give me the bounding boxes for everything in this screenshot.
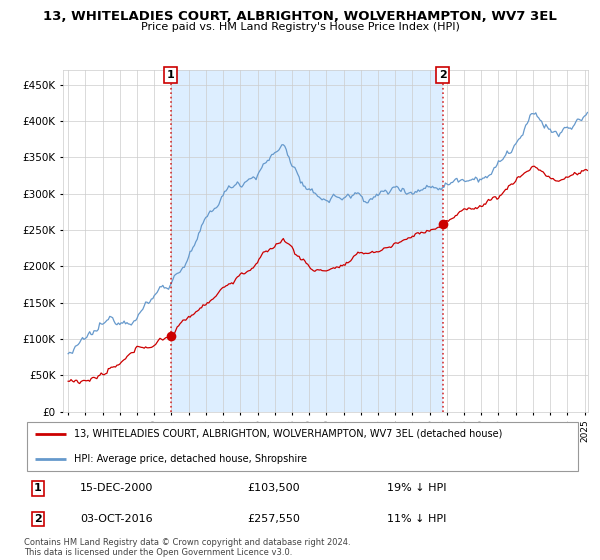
Text: £103,500: £103,500 (247, 483, 300, 493)
Text: 2: 2 (439, 70, 446, 80)
Text: 1: 1 (34, 483, 42, 493)
Text: 13, WHITELADIES COURT, ALBRIGHTON, WOLVERHAMPTON, WV7 3EL (detached house): 13, WHITELADIES COURT, ALBRIGHTON, WOLVE… (74, 429, 503, 439)
Text: Contains HM Land Registry data © Crown copyright and database right 2024.
This d: Contains HM Land Registry data © Crown c… (24, 538, 350, 557)
Text: 1: 1 (167, 70, 175, 80)
Text: 2: 2 (34, 514, 42, 524)
Text: 19% ↓ HPI: 19% ↓ HPI (387, 483, 446, 493)
Text: 13, WHITELADIES COURT, ALBRIGHTON, WOLVERHAMPTON, WV7 3EL: 13, WHITELADIES COURT, ALBRIGHTON, WOLVE… (43, 10, 557, 23)
Text: HPI: Average price, detached house, Shropshire: HPI: Average price, detached house, Shro… (74, 454, 307, 464)
FancyBboxPatch shape (27, 422, 578, 471)
Text: £257,550: £257,550 (247, 514, 300, 524)
Text: 15-DEC-2000: 15-DEC-2000 (80, 483, 153, 493)
Bar (171, 70, 443, 412)
Text: Price paid vs. HM Land Registry's House Price Index (HPI): Price paid vs. HM Land Registry's House … (140, 22, 460, 32)
Text: 11% ↓ HPI: 11% ↓ HPI (387, 514, 446, 524)
Text: 03-OCT-2016: 03-OCT-2016 (80, 514, 152, 524)
